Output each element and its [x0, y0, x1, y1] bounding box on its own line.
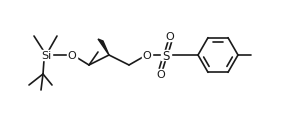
Polygon shape — [40, 51, 52, 60]
Text: Si: Si — [41, 51, 51, 60]
Polygon shape — [142, 51, 152, 60]
Polygon shape — [156, 69, 166, 79]
Text: S: S — [162, 49, 170, 62]
Text: O: O — [68, 51, 76, 60]
Polygon shape — [161, 51, 171, 60]
Text: O: O — [165, 32, 174, 42]
Polygon shape — [67, 51, 77, 60]
Text: O: O — [157, 69, 165, 79]
Text: O: O — [142, 51, 151, 60]
Polygon shape — [165, 32, 175, 42]
Polygon shape — [98, 40, 109, 55]
